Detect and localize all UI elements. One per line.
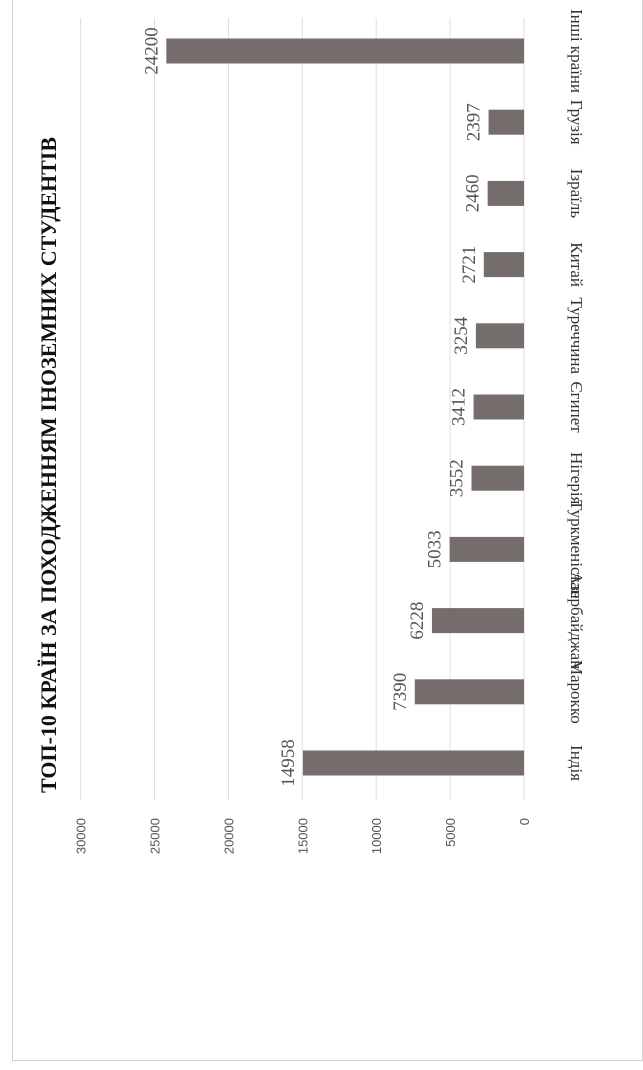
data-label: 14958: [278, 739, 299, 787]
value-tick-label: 20000: [221, 818, 236, 854]
gridlines: [80, 18, 525, 800]
category-label: Індія: [567, 745, 586, 781]
data-label: 2721: [459, 246, 480, 284]
value-tick-label: 5000: [443, 818, 458, 847]
value-tick-label: 0: [517, 818, 532, 825]
bar: [414, 679, 524, 705]
bar: [471, 465, 524, 491]
bar: [488, 109, 524, 135]
category-label: Марокко: [567, 660, 586, 724]
bar: [431, 608, 524, 634]
bar-chart: 0 5000 10000 15000 20000 25000 30000 Індія Маро…: [36, 9, 586, 854]
data-label: 3552: [447, 459, 468, 497]
bar: [449, 536, 524, 562]
value-tick-label: 30000: [74, 818, 89, 854]
category-label: Інші країни: [567, 9, 586, 93]
chart-frame: 0 5000 10000 15000 20000 25000 30000 Індія Маро…: [12, 0, 643, 1061]
value-axis-ticks: 0 5000 10000 15000 20000 25000 30000: [74, 818, 532, 854]
value-tick-label: 15000: [295, 818, 310, 854]
category-label: Азербайджан: [567, 572, 586, 669]
category-label: Туреччина: [567, 298, 586, 375]
data-label: 2460: [463, 174, 484, 212]
bars: [166, 38, 524, 776]
bar: [473, 394, 524, 420]
category-label: Грузія: [567, 100, 586, 145]
data-label: 2397: [464, 103, 485, 141]
bar: [483, 252, 524, 278]
category-label: Нігерія: [567, 452, 586, 505]
chart-title: ТОП-10 КРАЇН ЗА ПОХОДЖЕННЯМ ІНОЗЕМНИХ СТ…: [36, 137, 61, 793]
bar: [302, 750, 524, 776]
data-label: 7390: [390, 673, 411, 711]
bar: [487, 180, 524, 206]
data-labels: 14958 7390 6228 5033 3552 3412 3254 2721 2460 239…: [141, 27, 484, 787]
category-label: Ізраїль: [567, 169, 586, 219]
category-label: Китай: [567, 242, 586, 287]
category-label: Туркменістан: [567, 500, 586, 599]
category-axis-labels: Індія МароккоАзербайджанТуркменістанНігер…: [567, 9, 586, 781]
value-tick-label: 25000: [148, 818, 163, 854]
bar: [166, 38, 524, 64]
category-label: Єгипет: [567, 381, 586, 433]
data-label: 6228: [407, 602, 428, 640]
bar: [475, 323, 524, 349]
data-label: 3254: [451, 316, 472, 355]
value-tick-label: 10000: [369, 818, 384, 854]
data-label: 5033: [425, 530, 446, 568]
data-label: 24200: [141, 27, 162, 75]
data-label: 3412: [449, 388, 470, 426]
